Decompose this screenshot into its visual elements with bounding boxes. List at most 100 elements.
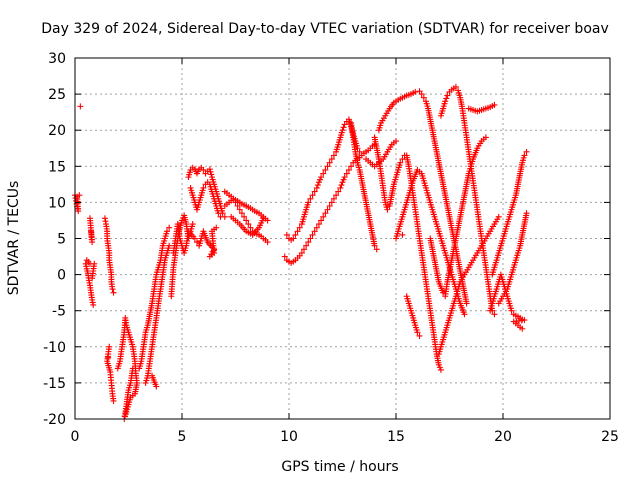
data-point bbox=[338, 182, 345, 189]
data-point bbox=[330, 195, 337, 202]
data-point bbox=[90, 301, 97, 308]
data-point bbox=[491, 311, 498, 318]
data-point bbox=[264, 239, 271, 246]
data-point bbox=[300, 246, 307, 253]
data-point bbox=[236, 206, 243, 213]
data-point bbox=[189, 221, 196, 228]
data-point bbox=[281, 253, 288, 260]
data-point bbox=[91, 260, 98, 267]
data-point bbox=[309, 231, 316, 238]
data-point bbox=[207, 168, 214, 175]
data-point bbox=[129, 365, 136, 372]
data-point bbox=[109, 286, 116, 293]
y-tick-label: -15 bbox=[43, 376, 66, 392]
data-point bbox=[247, 224, 254, 231]
data-point bbox=[397, 159, 404, 166]
y-tick-label: 20 bbox=[48, 123, 66, 139]
data-point bbox=[339, 127, 346, 134]
data-point bbox=[311, 188, 318, 195]
data-point bbox=[76, 192, 83, 199]
data-point bbox=[348, 163, 355, 170]
data-point bbox=[86, 215, 93, 222]
data-point bbox=[491, 101, 498, 108]
data-point bbox=[373, 246, 380, 253]
data-point bbox=[77, 103, 84, 110]
data-point bbox=[264, 217, 271, 224]
data-point bbox=[523, 210, 530, 217]
data-point bbox=[452, 83, 459, 90]
data-point bbox=[303, 242, 310, 249]
data-point bbox=[307, 195, 314, 202]
data-point bbox=[495, 213, 502, 220]
y-tick-label: 25 bbox=[48, 87, 66, 103]
data-point bbox=[315, 221, 322, 228]
data-point bbox=[213, 224, 220, 231]
data-point bbox=[437, 366, 444, 373]
data-point bbox=[523, 148, 530, 155]
data-point bbox=[200, 184, 207, 191]
data-point bbox=[234, 203, 241, 210]
data-point bbox=[245, 221, 252, 228]
y-tick-label: -20 bbox=[43, 412, 66, 428]
data-point bbox=[416, 332, 423, 339]
data-points bbox=[72, 83, 530, 422]
data-point bbox=[283, 231, 290, 238]
data-point bbox=[166, 242, 173, 249]
data-point bbox=[521, 152, 528, 159]
data-point bbox=[328, 156, 335, 163]
x-tick-label: 15 bbox=[387, 429, 405, 445]
data-point bbox=[110, 397, 117, 404]
data-point bbox=[482, 134, 489, 141]
data-point bbox=[328, 199, 335, 206]
data-point bbox=[371, 242, 378, 249]
data-point bbox=[393, 138, 399, 145]
data-point bbox=[314, 182, 321, 189]
data-point bbox=[412, 88, 419, 95]
data-point bbox=[326, 159, 333, 166]
data-point bbox=[384, 206, 391, 213]
y-tick-label: 30 bbox=[48, 51, 66, 67]
data-point bbox=[444, 92, 451, 99]
x-tick-label: 5 bbox=[178, 429, 187, 445]
axis-ticks: 0 5 10 15 20 25 -20 -15 -10 -5 0 5 10 15 20 25 30 bbox=[43, 51, 619, 445]
data-point bbox=[318, 217, 325, 224]
y-tick-label: 10 bbox=[48, 195, 66, 211]
y-axis-label: SDTVAR / TECUs bbox=[6, 181, 22, 296]
data-point bbox=[292, 231, 299, 238]
data-point bbox=[260, 215, 267, 222]
data-point bbox=[420, 94, 427, 101]
data-point bbox=[322, 166, 329, 173]
data-point bbox=[217, 213, 224, 220]
data-point bbox=[307, 235, 314, 242]
data-point bbox=[326, 203, 333, 210]
x-tick-label: 10 bbox=[280, 429, 298, 445]
data-point bbox=[324, 206, 331, 213]
data-point bbox=[290, 235, 297, 242]
data-point bbox=[508, 307, 515, 314]
data-point bbox=[399, 156, 406, 163]
y-tick-label: 5 bbox=[57, 232, 66, 248]
data-point bbox=[318, 174, 325, 181]
data-point bbox=[330, 152, 337, 159]
data-point bbox=[337, 184, 344, 191]
x-tick-label: 25 bbox=[601, 429, 619, 445]
data-point bbox=[333, 192, 340, 199]
data-point bbox=[519, 325, 526, 332]
data-point bbox=[298, 249, 305, 256]
data-point bbox=[341, 174, 348, 181]
data-point bbox=[311, 228, 318, 235]
x-tick-label: 20 bbox=[494, 429, 512, 445]
data-point bbox=[414, 329, 421, 336]
grid-layer bbox=[75, 58, 610, 419]
data-point bbox=[463, 300, 470, 307]
y-tick-label: 0 bbox=[57, 268, 66, 284]
data-point bbox=[166, 224, 173, 231]
data-point bbox=[238, 210, 245, 217]
data-point bbox=[443, 95, 450, 102]
data-point bbox=[243, 217, 250, 224]
data-point bbox=[343, 170, 350, 177]
data-point bbox=[461, 311, 468, 318]
data-point bbox=[200, 166, 207, 173]
data-point bbox=[442, 98, 449, 105]
data-point bbox=[164, 228, 171, 235]
